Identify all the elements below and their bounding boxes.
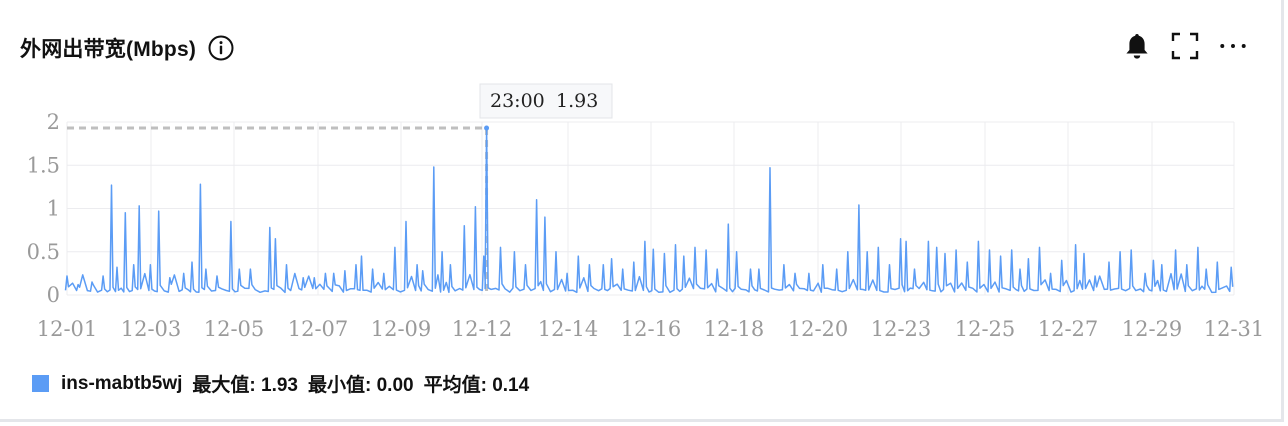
x-axis-ticks: 12-01 12-03 12-05 12-07 12-09 12-12 12-14 12-16… [37, 317, 1265, 341]
alarm-button[interactable] [1123, 32, 1151, 60]
legend-min: 最小值: 0.00 [308, 375, 414, 396]
y-tick-label: 0.5 [27, 240, 60, 264]
x-tick-label: 12-14 [538, 317, 599, 341]
y-tick-label: 1.5 [27, 153, 60, 177]
y-tick-label: 2 [47, 110, 60, 134]
legend-swatch[interactable] [32, 375, 49, 392]
x-tick-label: 12-09 [371, 317, 432, 341]
x-tick-label: 12-18 [704, 317, 765, 341]
x-tick-label: 12-01 [37, 317, 98, 341]
x-tick-label: 12-23 [871, 317, 932, 341]
more-icon [1220, 44, 1246, 48]
series-layer [64, 127, 1234, 294]
tooltip-crosshair [67, 125, 490, 295]
bell-icon [1126, 34, 1148, 59]
y-tick-label: 1 [47, 197, 60, 221]
tooltip: 23:00 1.93 [479, 83, 613, 119]
legend-series-name[interactable]: ins-mabtb5wj [61, 372, 183, 394]
x-tick-label: 12-29 [1122, 317, 1183, 341]
info-icon[interactable] [208, 35, 234, 61]
chart-legend: ins-mabtb5wj 最大值: 1.93 最小值: 0.00 平均值: 0.… [32, 370, 539, 397]
x-tick-label: 12-12 [452, 317, 513, 341]
x-tick-label: 12-31 [1204, 317, 1265, 341]
chart-grid [66, 121, 1235, 296]
bandwidth-line-chart[interactable]: 0 0.5 1 1.5 2 12-01 12-03 12-05 12-07 12-09 12-12… [0, 0, 1284, 360]
x-tick-label: 12-27 [1038, 317, 1099, 341]
tooltip-value: 1.93 [556, 90, 598, 112]
y-axis-ticks: 0 0.5 1 1.5 2 [27, 110, 60, 307]
x-tick-label: 12-16 [621, 317, 682, 341]
legend-avg: 平均值: 0.14 [423, 375, 530, 396]
x-tick-label: 12-03 [121, 317, 182, 341]
series-line-ins-mabtb5wj[interactable] [64, 127, 1234, 294]
fullscreen-icon [1171, 32, 1199, 60]
legend-max: 最大值: 1.93 [192, 375, 298, 396]
x-tick-label: 12-05 [204, 317, 265, 341]
x-tick-label: 12-25 [955, 317, 1016, 341]
chart-title: 外网出带宽(Mbps) [20, 38, 197, 61]
chart-toolbar [1123, 30, 1247, 62]
y-tick-label: 0 [47, 283, 60, 307]
chart-header: 外网出带宽(Mbps) [20, 30, 234, 66]
x-tick-label: 12-07 [288, 317, 349, 341]
tooltip-box [479, 83, 613, 119]
fullscreen-button[interactable] [1171, 32, 1199, 60]
x-tick-label: 12-20 [788, 317, 849, 341]
more-button[interactable] [1219, 32, 1247, 60]
tooltip-time: 23:00 [490, 90, 545, 112]
